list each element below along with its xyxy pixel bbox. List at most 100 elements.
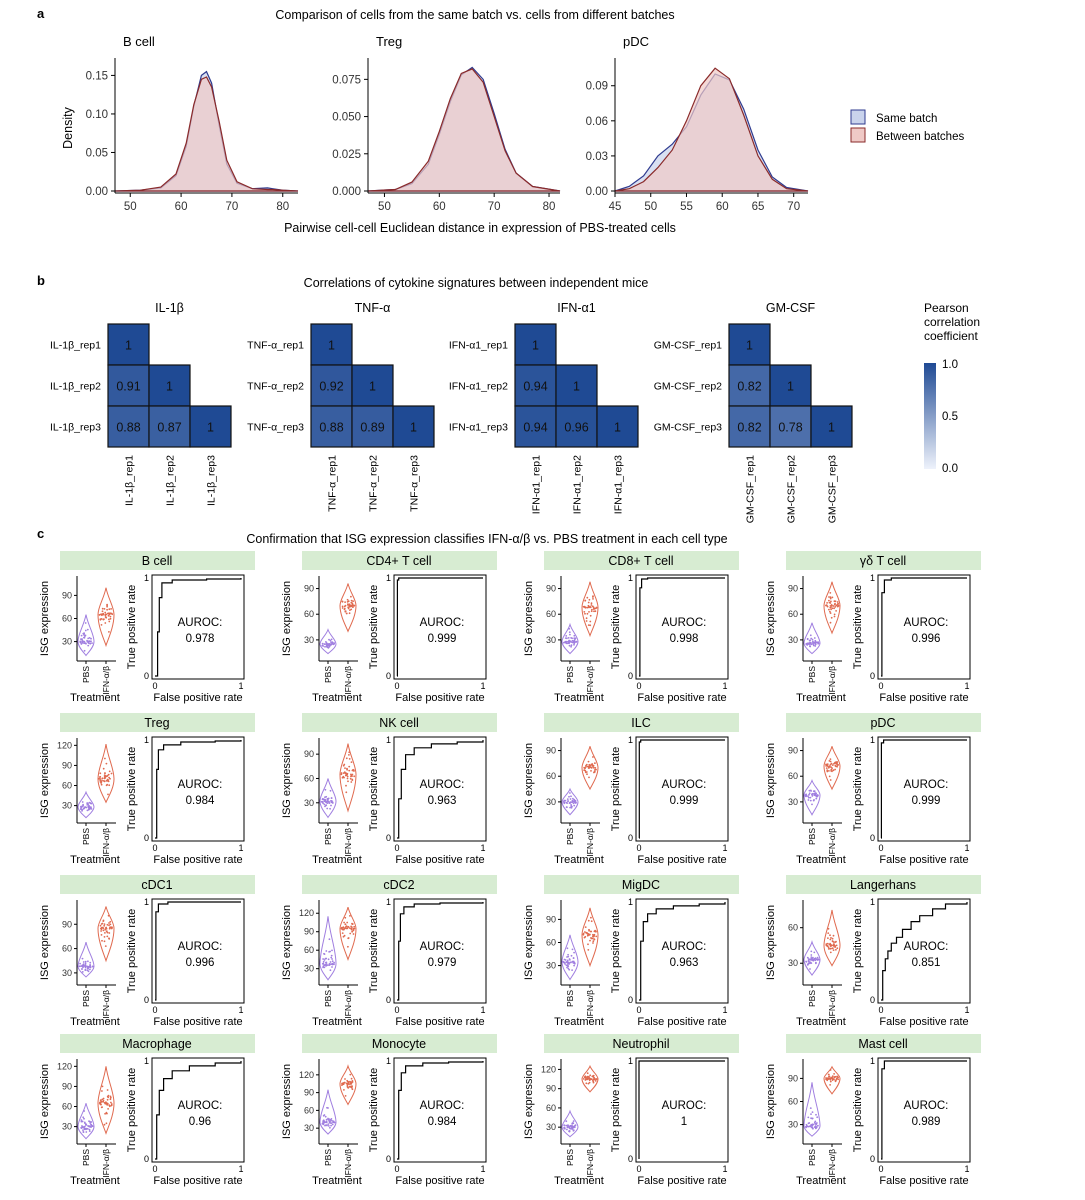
violin-point-ifn [109, 923, 112, 926]
violin-point-ifn [832, 769, 835, 772]
violin-point-ifn [826, 942, 829, 945]
roc-y-tick-label: 1 [144, 573, 149, 583]
violin-point-pbs [329, 961, 332, 963]
group-label-pbs: PBS [565, 1149, 575, 1166]
roc-xlabel: False positive rate [879, 1175, 968, 1187]
violin-y-tick-label: 60 [788, 771, 798, 781]
violin-point-pbs [82, 966, 84, 969]
violin-point-ifn [351, 926, 353, 928]
violin-point-pbs [326, 1124, 328, 1127]
violin-point-ifn [352, 606, 354, 609]
violin-point-ifn [587, 943, 589, 946]
panel-a-xlabel: Pairwise cell-cell Euclidean distance in… [284, 221, 676, 235]
violin-point-pbs [88, 808, 91, 811]
violin-point-pbs [85, 806, 88, 809]
roc-curve [881, 577, 967, 677]
auroc-label: AUROC: [420, 941, 465, 953]
violin-point-pbs [567, 955, 570, 958]
group-label-pbs: PBS [565, 990, 575, 1007]
violin-ylabel: ISG expression [523, 1064, 535, 1139]
violin-point-pbs [332, 1121, 334, 1124]
violin-point-pbs [569, 792, 571, 794]
violin-point-ifn [346, 921, 349, 924]
legend-swatch-same-batch [850, 109, 866, 125]
violin-point-pbs [566, 947, 569, 950]
violin-point-pbs [330, 956, 333, 959]
violin-point-pbs [566, 1128, 568, 1131]
violin-point-ifn [346, 601, 349, 603]
violin-point-pbs [84, 1127, 87, 1130]
violin-point-pbs [812, 640, 814, 643]
roc-y-tick-label: 1 [870, 573, 875, 583]
violin-point-ifn [110, 926, 113, 929]
violin-point-ifn [350, 761, 353, 763]
violin-y-tick-label: 30 [62, 637, 72, 647]
violin-point-ifn [345, 757, 348, 760]
violin-point-ifn [109, 1098, 112, 1101]
violin-point-pbs [327, 958, 330, 961]
group-label-ifn: IFN-α/β [101, 666, 111, 695]
legend-tick-high: 1.0 [942, 359, 958, 371]
violin-point-pbs [325, 645, 328, 648]
violin-y-tick-label: 90 [546, 584, 556, 594]
roc-x-tick-label: 1 [480, 681, 485, 691]
violin-point-ifn [592, 766, 595, 769]
violin-point-ifn [829, 1078, 832, 1081]
violin-point-ifn [342, 772, 345, 774]
violin-point-ifn [590, 610, 593, 613]
cell-panel-nk-cell: NK cell ISG expression 30 60 90 PBS IFN-α/βTre… [281, 713, 497, 866]
col-label: GM-CSF_rep3 [827, 455, 839, 523]
violin-point-pbs [325, 1118, 328, 1121]
roc-frame [635, 736, 729, 842]
violin-point-pbs [327, 797, 330, 800]
violin-point-ifn [101, 610, 104, 613]
violin-point-ifn [340, 927, 343, 929]
violin-point-pbs [325, 963, 328, 965]
violin-point-pbs [815, 1122, 817, 1125]
violin-xlabel: Treatment [312, 854, 362, 866]
violin-point-ifn [834, 606, 837, 608]
violin-point-pbs [84, 629, 87, 632]
violin-point-ifn [100, 618, 103, 620]
violin-point-ifn [101, 1098, 104, 1101]
violin-point-ifn [829, 597, 832, 600]
violin-ifn [581, 746, 599, 791]
violin-point-pbs [809, 968, 811, 970]
violin-y-tick-label: 120 [299, 1070, 314, 1080]
violin-y-tick-label: 30 [304, 798, 314, 808]
violin-ylabel: ISG expression [523, 581, 535, 656]
violin-point-ifn [351, 775, 353, 777]
cell-panel-b-cell: B cell ISG expression 30 60 90 PBS IFN-α/βTrea… [39, 551, 255, 704]
violin-point-pbs [323, 1114, 326, 1116]
violin-point-pbs [814, 957, 817, 960]
violin-point-pbs [322, 797, 324, 800]
violin-point-pbs [807, 1116, 810, 1119]
col-label: IL-1β_rep1 [124, 455, 136, 506]
violin-point-ifn [108, 922, 110, 924]
violin-ifn [823, 746, 841, 791]
cell-header [302, 713, 497, 732]
roc-x-tick-label: 1 [722, 1005, 727, 1015]
violin-point-ifn [351, 923, 354, 925]
violin-point-pbs [81, 1125, 83, 1127]
auroc-value: 0.963 [428, 795, 457, 807]
roc-y-tick-label: 0 [144, 833, 149, 843]
violin-point-pbs [79, 808, 82, 810]
violin-point-ifn [108, 937, 110, 940]
violin-point-pbs [812, 790, 815, 793]
violin-point-pbs [807, 796, 810, 799]
group-label-pbs: PBS [81, 1149, 91, 1166]
violin-point-ifn [831, 937, 834, 940]
violin-point-ifn [101, 1090, 103, 1092]
auroc-label: AUROC: [662, 941, 707, 953]
group-label-ifn: IFN-α/β [101, 1149, 111, 1178]
violin-point-pbs [813, 799, 815, 801]
violin-point-ifn [100, 930, 102, 932]
violin-point-pbs [83, 1121, 86, 1124]
violin-point-pbs [811, 638, 814, 641]
group-label-ifn: IFN-α/β [585, 990, 595, 1019]
violin-point-ifn [584, 926, 587, 928]
violin-point-ifn [829, 592, 832, 594]
roc-frame [151, 898, 245, 1004]
roc-y-tick-label: 0 [386, 833, 391, 843]
